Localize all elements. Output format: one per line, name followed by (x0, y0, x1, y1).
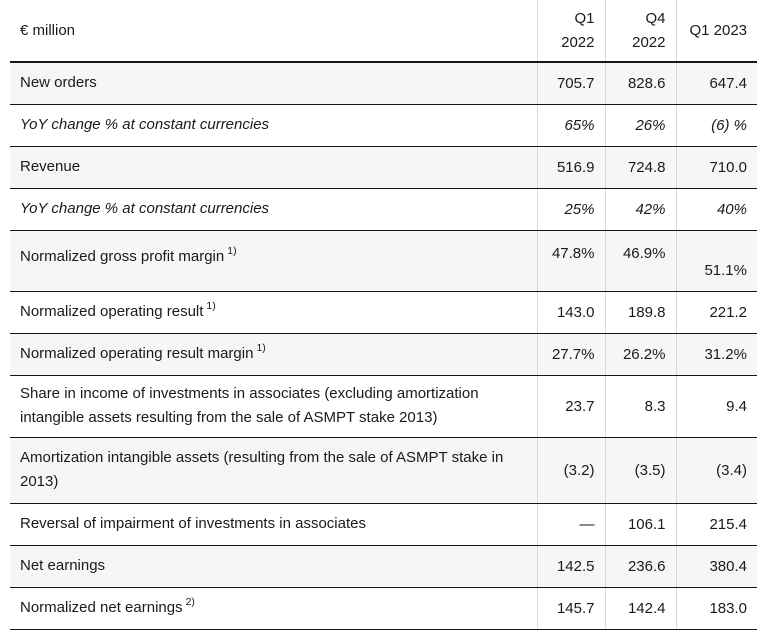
table-row-yoy-change-revenue: YoY change % at constant currencies 25% … (10, 188, 757, 231)
value-cell: 26% (604, 104, 676, 147)
column-header-q1-2022: Q1 2022 (536, 0, 605, 63)
row-label: Net earnings (10, 545, 537, 588)
value-cell: 65% (536, 104, 605, 147)
value-cell: 647.4 (675, 62, 757, 105)
footnote-marker: 1) (206, 300, 216, 312)
row-label: Share in income of investments in associ… (10, 375, 537, 438)
row-label: Revenue (10, 146, 537, 189)
value-cell: 47.8% (536, 230, 605, 292)
table-row-amortization-intangible-assets: Amortization intangible assets (resultin… (10, 437, 757, 504)
column-header-line: Q1 2023 (689, 21, 747, 39)
value-cell: 705.7 (536, 62, 605, 105)
table-row-net-earnings: Net earnings 142.5 236.6 380.4 (10, 545, 757, 588)
footnote-marker: 2) (185, 596, 195, 608)
row-label-text: Amortization intangible assets (resultin… (20, 449, 504, 490)
row-label-text: YoY change % at constant currencies (20, 200, 270, 217)
table-row-gross-profit-margin: Normalized gross profit margin 1) 47.8% 4… (10, 230, 757, 292)
column-header-q1-2023: Q1 2023 (675, 0, 757, 63)
value-cell: 142.5 (536, 545, 605, 588)
row-label-text: Reversal of impairment of investments in… (20, 515, 366, 532)
row-label: Reversal of impairment of investments in… (10, 503, 537, 546)
row-label: Normalized operating result 1) (10, 291, 537, 334)
value-cell: 26.2% (604, 333, 676, 376)
value-cell: 46.9% (604, 230, 676, 292)
value-cell: 142.4 (604, 587, 676, 630)
value-cell: 183.0 (675, 587, 757, 630)
table-row-normalized-net-earnings: Normalized net earnings 2) 145.7 142.4 18… (10, 587, 757, 630)
value-cell: 9.4 (675, 375, 757, 438)
column-header-line: Q1 (574, 9, 595, 27)
value-cell: (3.4) (675, 437, 757, 504)
value-cell: (6) % (675, 104, 757, 147)
value-cell: 143.0 (536, 291, 605, 334)
row-label-text: Share in income of investments in associ… (20, 385, 479, 426)
value-cell: 189.8 (604, 291, 676, 334)
value-cell: 724.8 (604, 146, 676, 189)
column-header-q4-2022: Q4 2022 (604, 0, 676, 63)
table-row-revenue: Revenue 516.9 724.8 710.0 (10, 146, 757, 189)
value-cell: 31.2% (675, 333, 757, 376)
footnote-marker: 1) (256, 342, 266, 354)
row-label: Normalized gross profit margin 1) (10, 230, 537, 292)
value-cell: 8.3 (604, 375, 676, 438)
table-row-new-orders: New orders 705.7 828.6 647.4 (10, 62, 757, 105)
row-label-text: YoY change % at constant currencies (20, 116, 270, 133)
row-label: Amortization intangible assets (resultin… (10, 437, 537, 504)
value-cell: 106.1 (604, 503, 676, 546)
table-row-operating-result-margin: Normalized operating result margin 1) 27.… (10, 333, 757, 376)
table-row-operating-result: Normalized operating result 1) 143.0 189.… (10, 291, 757, 334)
column-header-line: 2022 (632, 33, 666, 51)
value-cell: 236.6 (604, 545, 676, 588)
row-label-text: Normalized net earnings (20, 599, 183, 616)
table-row-share-in-income-associates: Share in income of investments in associ… (10, 375, 757, 438)
row-label-text: Normalized operating result margin (20, 345, 254, 362)
value-cell: 710.0 (675, 146, 757, 189)
column-header-line: 2022 (561, 33, 595, 51)
row-label-text: Normalized gross profit margin (20, 247, 225, 265)
table-row-reversal-of-impairment: Reversal of impairment of investments in… (10, 503, 757, 546)
value-cell: 27.7% (536, 333, 605, 376)
value-cell: 145.7 (536, 587, 605, 630)
row-label: YoY change % at constant currencies (10, 104, 537, 147)
row-label: New orders (10, 62, 537, 105)
footnote-marker: 1) (227, 244, 237, 257)
row-label: YoY change % at constant currencies (10, 188, 537, 231)
value-cell: 51.1% (675, 230, 757, 292)
table-row-yoy-change-orders: YoY change % at constant currencies 65% … (10, 104, 757, 147)
value-cell: (3.2) (536, 437, 605, 504)
unit-label: € million (10, 0, 537, 63)
value-cell: 25% (536, 188, 605, 231)
header-row: € million Q1 2022 Q4 2022 Q1 2023 (10, 0, 757, 63)
value-cell: 380.4 (675, 545, 757, 588)
value-cell: 221.2 (675, 291, 757, 334)
row-label: Normalized net earnings 2) (10, 587, 537, 630)
row-label-text: Net earnings (20, 557, 106, 574)
value-cell: — (536, 503, 605, 546)
row-label-text: New orders (20, 74, 97, 92)
value-cell: 215.4 (675, 503, 757, 546)
value-cell: 40% (675, 188, 757, 231)
value-cell: 42% (604, 188, 676, 231)
value-cell: 828.6 (604, 62, 676, 105)
financial-results-table: € million Q1 2022 Q4 2022 Q1 2023 New or… (10, 0, 757, 630)
value-cell: 516.9 (536, 146, 605, 189)
column-header-line: Q4 (645, 9, 666, 27)
row-label-text: Revenue (20, 158, 81, 175)
row-label: Normalized operating result margin 1) (10, 333, 537, 376)
value-cell: 23.7 (536, 375, 605, 438)
row-label-text: Normalized operating result (20, 303, 204, 320)
value-cell: (3.5) (604, 437, 676, 504)
